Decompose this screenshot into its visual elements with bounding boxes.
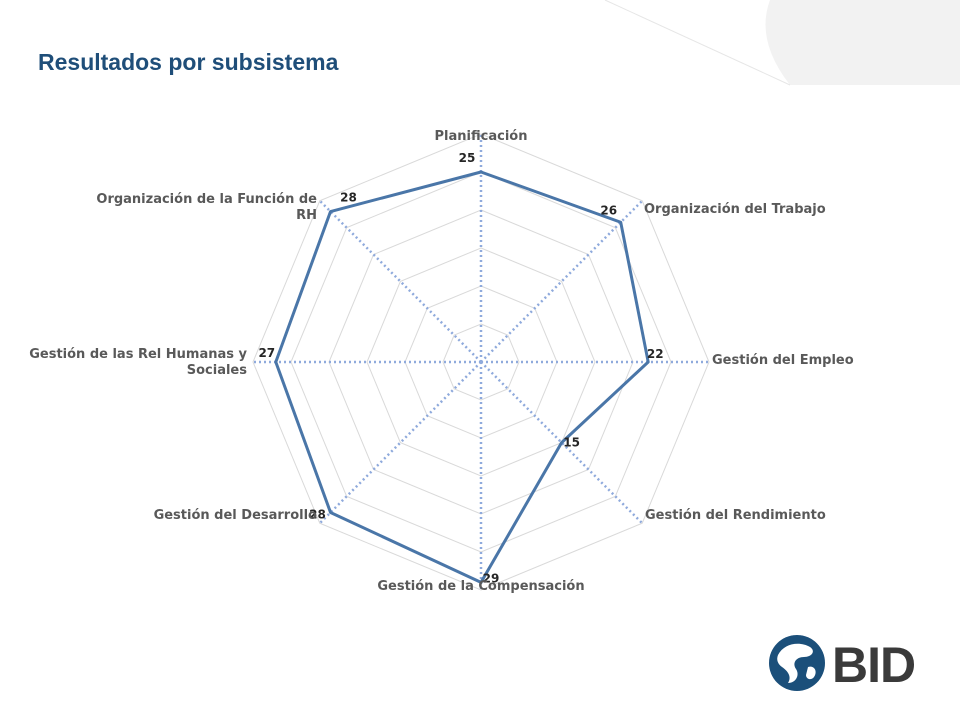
- axis-spoke: [480, 199, 644, 363]
- axis-label-line: Organización del Trabajo: [644, 202, 826, 217]
- axis-label: Organización de la Función de RH: [96, 192, 317, 223]
- axis-label-line: Organización de la Función de: [96, 192, 317, 207]
- data-label: 22: [647, 347, 664, 361]
- data-label: 28: [340, 191, 357, 205]
- axis-label-line: Gestión de las Rel Humanas y: [29, 347, 247, 362]
- axis-spoke: [318, 361, 482, 525]
- data-label: 15: [563, 436, 580, 450]
- axis-label: Gestión del Desarrollo: [154, 508, 317, 523]
- series-line: [274, 170, 650, 584]
- axis-spoke: [318, 199, 482, 363]
- axis-label: Gestión de la Compensación: [377, 579, 584, 594]
- axis-label: Gestión del Rendimiento: [645, 508, 826, 523]
- axis-label-line: Planificación: [435, 129, 528, 144]
- data-label: 26: [600, 203, 617, 217]
- axis-spoke: [480, 361, 644, 525]
- data-label: 25: [459, 151, 476, 165]
- axis-label: Organización del Trabajo: [644, 202, 826, 217]
- data-label: 27: [258, 346, 275, 360]
- axis-label: Gestión del Empleo: [712, 353, 854, 368]
- page-title: Resultados por subsistema: [38, 49, 339, 75]
- axis-label: Planificación: [435, 129, 528, 144]
- grid-ring: [366, 247, 596, 477]
- axis-label-line: Gestión del Desarrollo: [154, 508, 317, 523]
- axis-label-line: RH: [296, 208, 317, 223]
- data-label: 29: [483, 571, 500, 585]
- bid-logo: BID: [769, 635, 916, 693]
- grid-ring: [252, 133, 710, 591]
- globe-icon: [769, 635, 825, 691]
- data-label: 28: [309, 507, 326, 521]
- axis-label: Gestión de las Rel Humanas y Sociales: [29, 347, 247, 378]
- brand-name: BID: [832, 637, 915, 693]
- axis-label-line: Sociales: [187, 363, 248, 378]
- grid-ring: [442, 323, 520, 401]
- axis-label-line: Gestión del Empleo: [712, 353, 854, 368]
- axis-label-line: Gestión del Rendimiento: [645, 508, 826, 523]
- axis-label-line: Gestión de la Compensación: [377, 579, 584, 594]
